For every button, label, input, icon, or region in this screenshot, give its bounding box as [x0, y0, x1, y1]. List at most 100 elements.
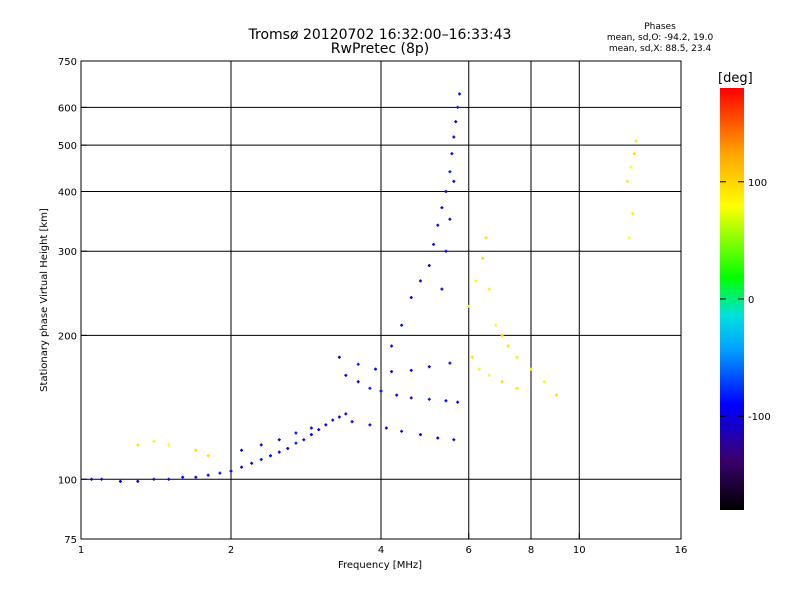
data-point — [477, 367, 481, 371]
x-tick-label: 10 — [573, 545, 586, 556]
data-point — [436, 436, 440, 440]
data-point — [350, 420, 354, 424]
data-point — [194, 475, 198, 479]
data-point — [379, 389, 383, 393]
data-point — [294, 431, 298, 435]
data-point — [218, 471, 222, 475]
phase-info: Phases mean, sd,O: -94.2, 19.0 mean, sd,… — [580, 22, 740, 55]
data-points — [90, 92, 638, 483]
data-point — [395, 393, 399, 397]
y-tick-label: 750 — [58, 57, 77, 68]
data-point — [440, 206, 444, 210]
data-point — [529, 367, 533, 371]
data-point — [444, 189, 448, 193]
x-tick-label: 4 — [378, 545, 384, 556]
phase-heading: Phases — [644, 22, 676, 32]
data-point — [500, 333, 504, 337]
data-point — [418, 279, 422, 283]
data-point — [487, 287, 491, 291]
data-point — [456, 105, 460, 109]
data-point — [427, 365, 431, 369]
chart-title: Tromsø 20120702 16:32:00–16:33:43 — [248, 27, 512, 43]
data-point — [470, 355, 474, 359]
data-point — [634, 139, 638, 143]
data-point — [427, 264, 431, 268]
data-point — [100, 477, 104, 481]
data-point — [337, 415, 341, 419]
data-point — [632, 152, 636, 156]
data-point — [136, 479, 140, 483]
data-point — [450, 152, 454, 156]
data-point — [152, 477, 156, 481]
x-tick-label: 6 — [466, 545, 472, 556]
data-point — [309, 426, 313, 430]
data-point — [515, 355, 519, 359]
data-point — [344, 412, 348, 416]
data-point — [409, 296, 413, 300]
y-tick-label: 500 — [58, 141, 77, 152]
chart-subtitle: RwPretec (8p) — [330, 41, 430, 57]
y-tick-label: 600 — [58, 103, 77, 114]
x-axis-label: Frequency [MHz] — [338, 560, 422, 571]
data-point — [118, 479, 122, 483]
data-point — [432, 242, 436, 246]
data-point — [409, 368, 413, 372]
data-point — [331, 418, 335, 422]
data-point — [452, 179, 456, 183]
data-point — [506, 344, 510, 348]
data-point — [400, 429, 404, 433]
grid — [81, 61, 681, 539]
data-point — [206, 473, 210, 477]
data-point — [626, 179, 630, 183]
data-point — [436, 223, 440, 227]
data-point — [374, 367, 378, 371]
phase-o-line: mean, sd,O: -94.2, 19.0 — [606, 33, 714, 43]
data-point — [515, 386, 519, 390]
data-point — [487, 373, 491, 377]
colorbar-tick-label: -100 — [748, 412, 771, 423]
data-point — [317, 428, 321, 432]
colorbar-tick-label: 100 — [748, 178, 767, 189]
data-point — [309, 433, 313, 437]
data-point — [554, 393, 558, 397]
data-point — [152, 439, 156, 443]
data-point — [240, 465, 244, 469]
x-tick-label: 8 — [528, 545, 534, 556]
x-tick-label: 16 — [675, 545, 688, 556]
data-point — [277, 438, 281, 442]
data-point — [452, 135, 456, 139]
data-point — [458, 92, 462, 96]
data-point — [427, 397, 431, 401]
data-point — [409, 396, 413, 400]
data-point — [390, 344, 394, 348]
data-point — [294, 441, 298, 445]
y-tick-label: 400 — [58, 187, 77, 198]
data-point — [629, 165, 633, 169]
data-point — [356, 362, 360, 366]
data-point — [344, 373, 348, 377]
colorbar-ticks: 100 0 -100 — [720, 178, 771, 423]
data-point — [542, 380, 546, 384]
data-point — [302, 438, 306, 442]
data-point — [90, 477, 94, 481]
data-point — [136, 443, 140, 447]
data-point — [454, 120, 458, 124]
data-point — [356, 380, 360, 384]
data-point — [277, 450, 281, 454]
data-point — [368, 386, 372, 390]
data-point — [467, 304, 471, 308]
data-point — [181, 475, 185, 479]
data-point — [484, 236, 488, 240]
data-point — [448, 217, 452, 221]
data-point — [440, 287, 444, 291]
data-point — [400, 323, 404, 327]
data-point — [481, 256, 485, 260]
data-point — [194, 448, 198, 452]
data-point — [384, 426, 388, 430]
data-point — [229, 469, 233, 473]
data-point — [259, 443, 263, 447]
data-point — [390, 370, 394, 374]
data-point — [627, 236, 631, 240]
phase-x-line: mean, sd,X: 88.5, 23.4 — [608, 44, 712, 54]
